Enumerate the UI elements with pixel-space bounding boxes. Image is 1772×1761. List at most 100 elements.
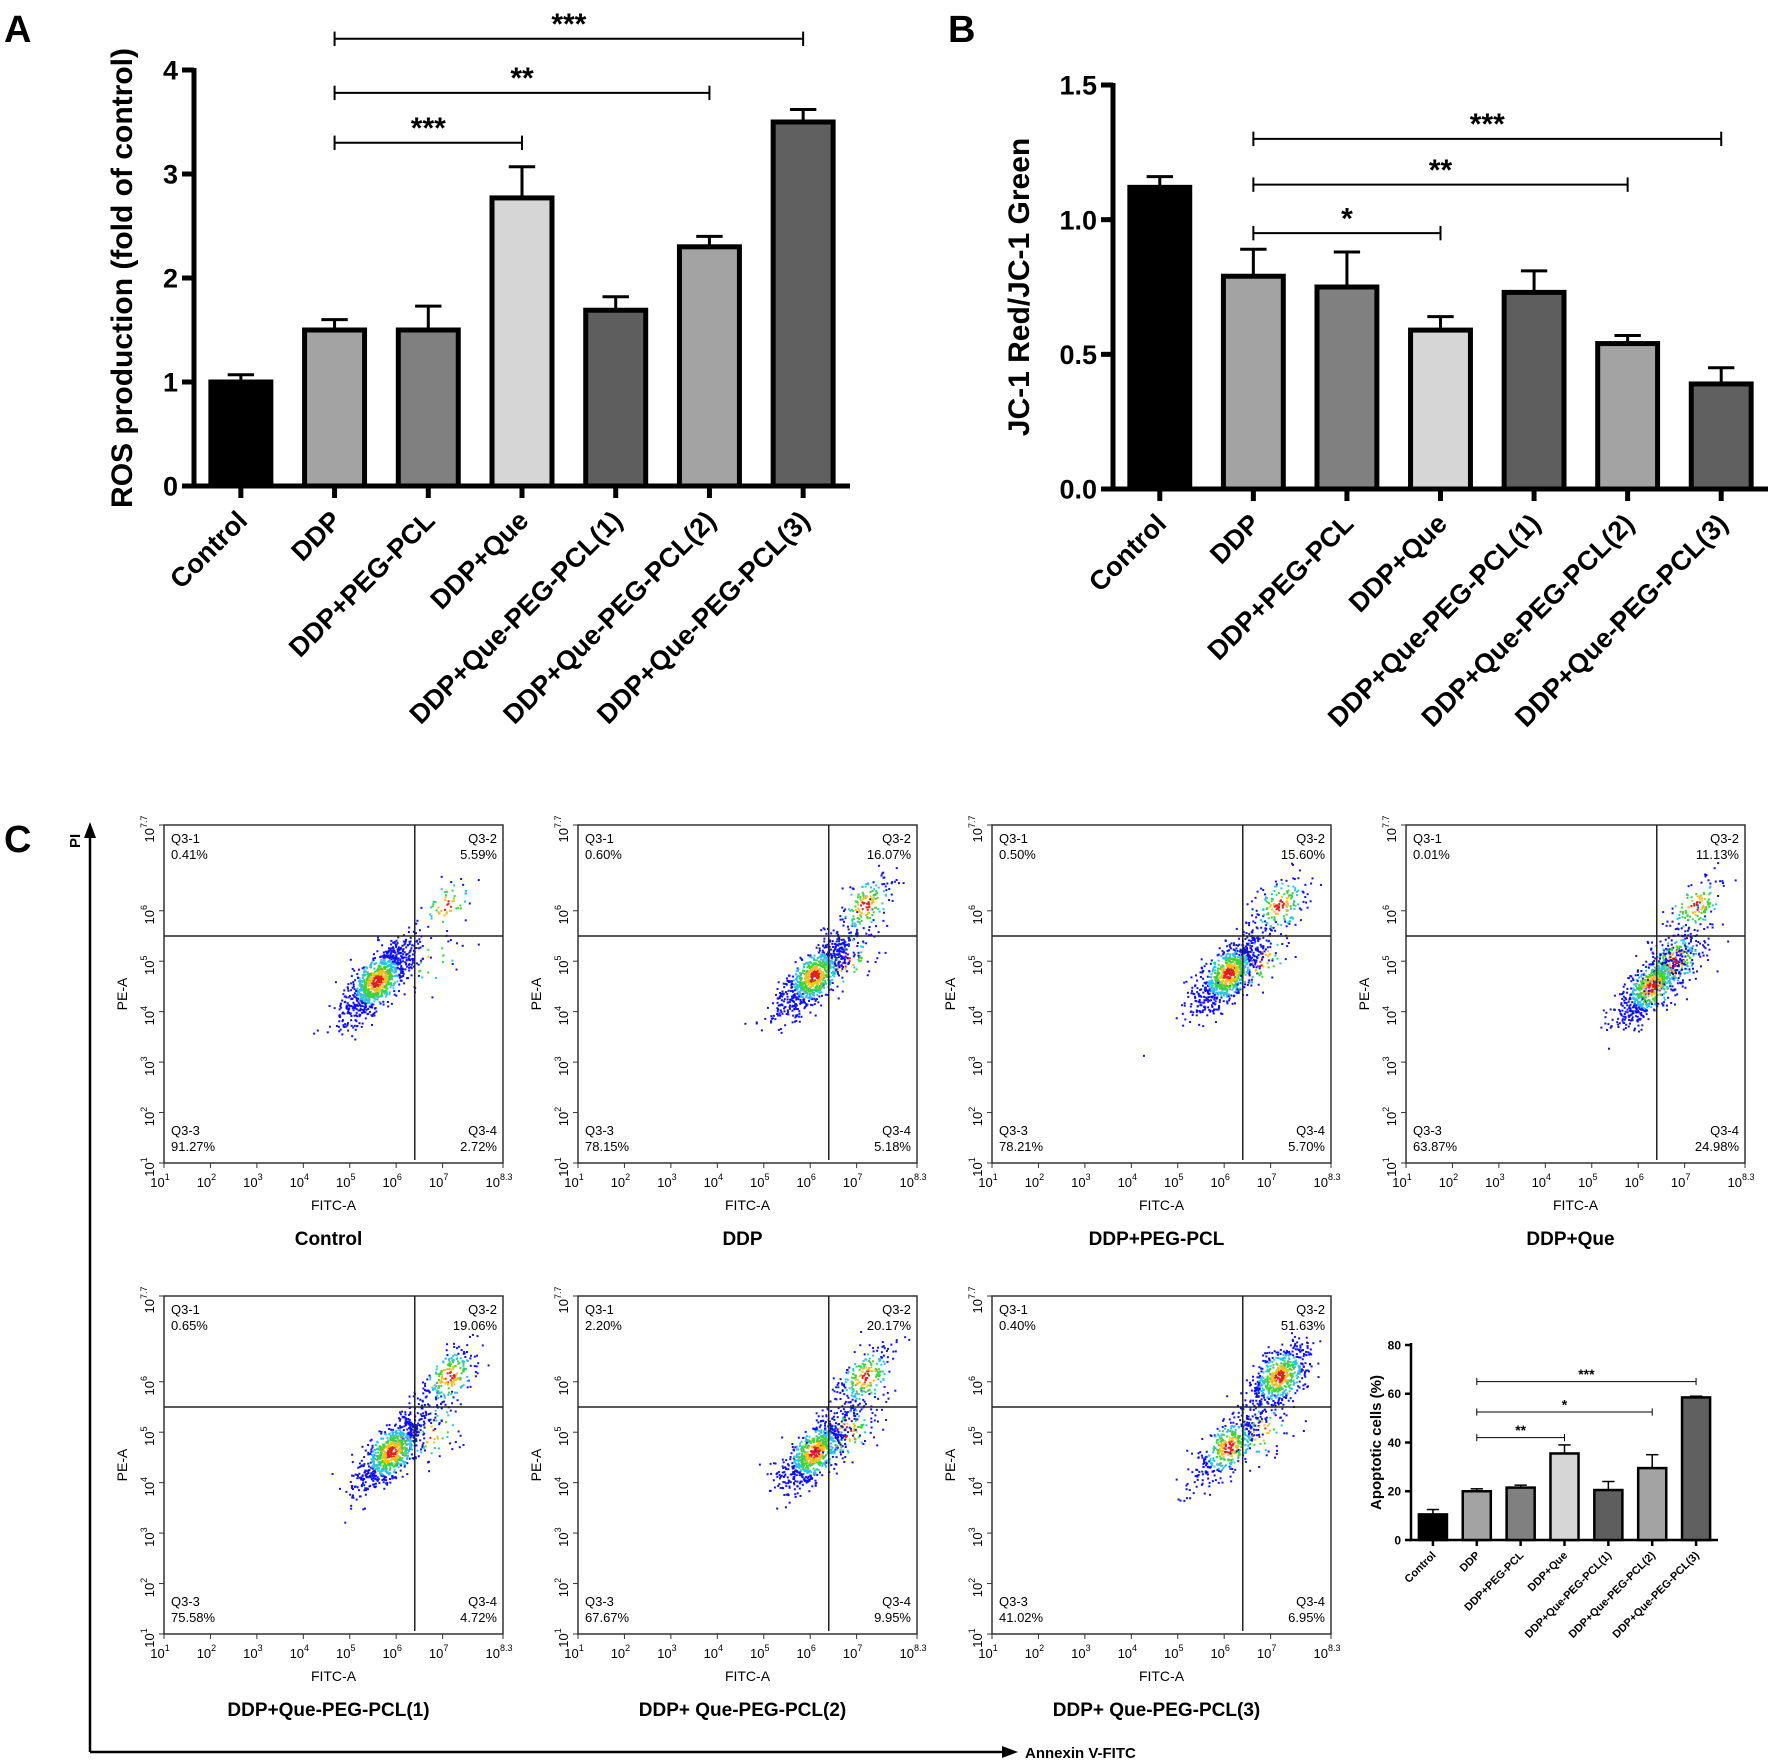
event-dot bbox=[333, 1007, 336, 1010]
event-dot bbox=[1319, 883, 1322, 886]
event-dot bbox=[819, 960, 822, 963]
event-dot bbox=[1621, 1019, 1624, 1022]
event-dot bbox=[379, 956, 382, 959]
event-dot bbox=[809, 980, 812, 983]
event-dot bbox=[866, 912, 869, 915]
event-dot bbox=[395, 943, 398, 946]
event-dot bbox=[390, 974, 393, 977]
event-dot bbox=[1696, 929, 1699, 932]
event-dot bbox=[883, 882, 886, 885]
event-dot bbox=[845, 970, 848, 973]
event-dot bbox=[1275, 893, 1278, 896]
event-dot bbox=[1645, 981, 1648, 984]
event-dot bbox=[1225, 953, 1228, 956]
event-dot bbox=[1684, 909, 1687, 912]
event-dot bbox=[815, 988, 818, 991]
y-tick-label: 20 bbox=[1388, 1485, 1402, 1499]
event-dot bbox=[352, 985, 355, 988]
event-dot bbox=[1625, 1002, 1628, 1005]
event-dot bbox=[396, 959, 399, 962]
event-dot bbox=[1284, 920, 1287, 923]
y-axis-title: PE-A bbox=[1356, 977, 1372, 1010]
event-dot bbox=[1639, 1018, 1642, 1021]
event-dot bbox=[346, 1002, 349, 1005]
event-dot bbox=[405, 946, 408, 949]
event-dot bbox=[1660, 961, 1663, 964]
event-dot bbox=[780, 992, 783, 995]
x-tick-label: 108.3 bbox=[486, 1172, 513, 1190]
event-dot bbox=[806, 981, 809, 984]
event-dot bbox=[1666, 1008, 1669, 1011]
event-dot bbox=[1237, 944, 1240, 947]
event-dot bbox=[1233, 964, 1236, 967]
quadrant-name: Q3-2 bbox=[1710, 831, 1739, 846]
event-dot bbox=[1670, 939, 1673, 942]
event-dot bbox=[1679, 951, 1682, 954]
event-dot bbox=[1632, 1005, 1635, 1008]
event-dot bbox=[1262, 953, 1265, 956]
event-dot bbox=[1661, 944, 1664, 947]
event-dot bbox=[1695, 939, 1698, 942]
event-dot bbox=[369, 979, 372, 982]
event-dot bbox=[364, 995, 367, 998]
event-dot bbox=[1236, 974, 1239, 977]
event-dot bbox=[412, 949, 415, 952]
event-dot bbox=[1600, 1026, 1603, 1029]
event-dot bbox=[1240, 949, 1243, 952]
event-dot bbox=[1660, 978, 1663, 981]
event-dot bbox=[380, 971, 383, 974]
bar bbox=[1549, 1452, 1580, 1542]
event-dot bbox=[1649, 979, 1652, 982]
event-dot bbox=[1623, 1013, 1626, 1016]
event-dot bbox=[393, 957, 396, 960]
event-dot bbox=[361, 976, 364, 979]
event-dot bbox=[394, 971, 397, 974]
event-dot bbox=[389, 949, 392, 952]
event-dot bbox=[416, 919, 419, 922]
event-dot bbox=[338, 1030, 341, 1033]
event-dot bbox=[387, 954, 390, 957]
plot-title: DDP bbox=[722, 1229, 762, 1250]
event-dot bbox=[1217, 991, 1220, 994]
event-dot bbox=[362, 985, 365, 988]
event-dot bbox=[1208, 985, 1211, 988]
event-dot bbox=[368, 997, 371, 1000]
event-dot bbox=[390, 982, 393, 985]
event-dot bbox=[866, 960, 869, 963]
y-axis-title: PE-A bbox=[942, 977, 958, 1010]
event-dot bbox=[837, 933, 840, 936]
event-dot bbox=[790, 983, 793, 986]
event-dot bbox=[1255, 966, 1258, 969]
event-dot bbox=[1244, 945, 1247, 948]
event-dot bbox=[800, 978, 803, 981]
event-dot bbox=[1634, 1010, 1637, 1013]
event-dot bbox=[1220, 985, 1223, 988]
event-dot bbox=[1208, 992, 1211, 995]
event-dot bbox=[1676, 917, 1679, 920]
event-dot bbox=[370, 993, 373, 996]
event-dot bbox=[364, 984, 367, 987]
event-dot bbox=[824, 954, 827, 957]
event-dot bbox=[1659, 993, 1662, 996]
event-dot bbox=[1640, 980, 1643, 983]
event-dot bbox=[1227, 969, 1230, 972]
event-dot bbox=[1654, 995, 1657, 998]
event-dot bbox=[378, 969, 381, 972]
event-dot bbox=[1211, 979, 1214, 982]
event-dot bbox=[1644, 1008, 1647, 1011]
event-dot bbox=[1273, 916, 1276, 919]
event-dot bbox=[429, 913, 432, 916]
category-label: DDP+Que-PEG-PCL(1) bbox=[1523, 1549, 1614, 1640]
event-dot bbox=[1262, 946, 1265, 949]
event-dot bbox=[871, 889, 874, 892]
event-dot bbox=[1706, 926, 1709, 929]
event-dot bbox=[361, 967, 364, 970]
event-dot bbox=[1262, 947, 1265, 950]
event-dot bbox=[803, 987, 806, 990]
event-dot bbox=[1636, 974, 1639, 977]
event-dot bbox=[1680, 959, 1683, 962]
bar bbox=[1408, 327, 1473, 492]
event-dot bbox=[362, 973, 365, 976]
event-dot bbox=[377, 939, 380, 942]
event-dot bbox=[862, 945, 865, 948]
